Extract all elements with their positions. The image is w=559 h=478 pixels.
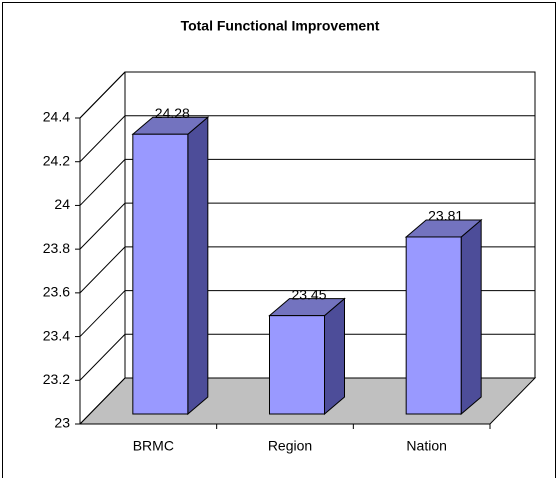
y-tick-label: 24 bbox=[54, 196, 70, 212]
grid-line bbox=[79, 71, 535, 119]
value-label: 23.45 bbox=[291, 286, 326, 302]
grid-line bbox=[79, 246, 535, 294]
grid-line bbox=[79, 202, 535, 250]
grid-line bbox=[79, 290, 535, 337]
y-tick-label: 23.6 bbox=[43, 284, 70, 300]
bar-side bbox=[324, 297, 345, 416]
bar bbox=[132, 133, 189, 415]
y-tick-label: 23.8 bbox=[43, 240, 70, 256]
chart-title: Total Functional Improvement bbox=[181, 18, 380, 34]
bar bbox=[405, 236, 462, 415]
bar bbox=[269, 315, 325, 415]
grid-line bbox=[79, 333, 535, 381]
y-tick-label: 23.2 bbox=[43, 371, 70, 387]
grid-line bbox=[79, 115, 535, 163]
bar-side bbox=[460, 218, 482, 416]
y-tick-label: 23 bbox=[54, 415, 70, 431]
x-tick-label: Nation bbox=[406, 438, 446, 454]
bar-side bbox=[187, 116, 209, 416]
x-tick-label: BRMC bbox=[133, 438, 174, 454]
value-label: 24.28 bbox=[155, 105, 190, 121]
y-tick-label: 23.4 bbox=[43, 327, 70, 343]
x-tick-label: Region bbox=[268, 438, 312, 454]
value-label: 23.81 bbox=[428, 208, 463, 224]
y-tick-label: 24.2 bbox=[43, 152, 70, 168]
grid-line bbox=[79, 377, 535, 425]
grid-line bbox=[79, 158, 535, 206]
y-tick-label: 24.4 bbox=[43, 109, 70, 125]
